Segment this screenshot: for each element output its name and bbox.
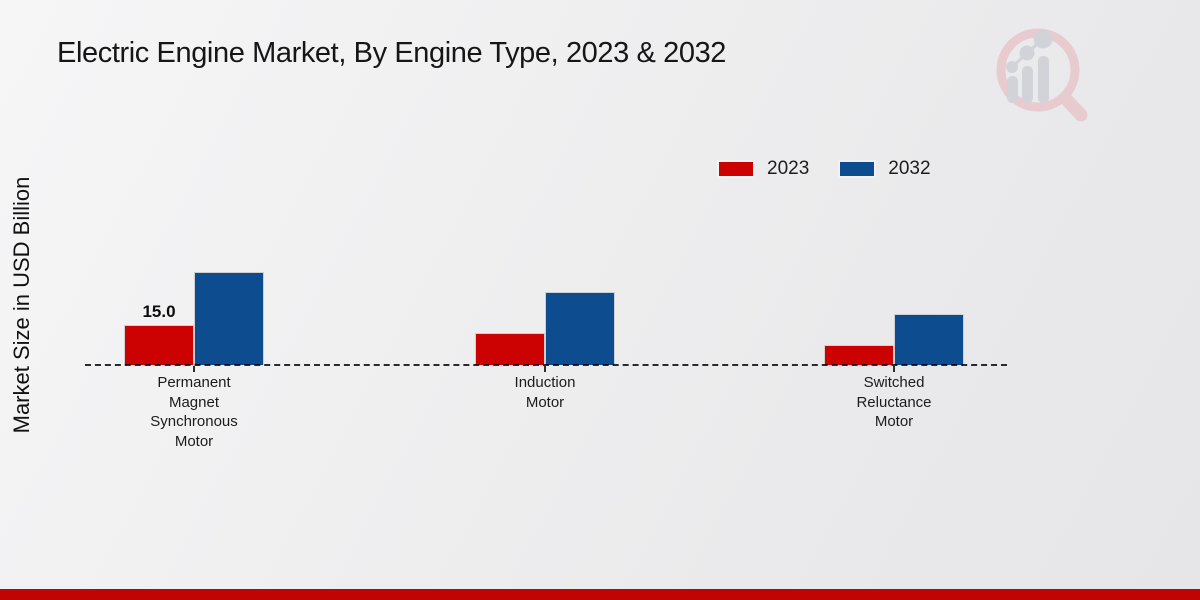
bar-2023-2 [824,345,894,365]
x-axis-tick [193,366,195,372]
bar-value-label: 15.0 [142,302,176,321]
bar-2032-0 [194,271,264,365]
bottom-accent-bar [0,589,1200,600]
x-axis-baseline [85,364,1007,366]
chart-title: Electric Engine Market, By Engine Type, … [57,37,727,69]
x-axis-tick [544,366,546,372]
legend-label: 2023 [767,158,810,179]
legend-label: 2032 [888,158,931,179]
bar-2032-2 [894,314,964,365]
legend-item-2032: 2032 [839,158,931,180]
bar-2023-1 [475,333,545,365]
bar-2023-0 [124,325,194,365]
category-label: Permanent Magnet Synchronous Motor [150,374,238,450]
x-axis-tick [893,366,895,372]
legend-item-2023: 2023 [718,158,809,180]
legend-swatch-2032 [839,161,876,177]
legend: 2023 2032 [718,158,931,180]
legend-swatch-2023 [718,161,754,177]
bar-2032-1 [545,291,615,365]
category-label: Switched Reluctance Motor [856,374,932,430]
category-label: Induction Motor [514,374,576,411]
